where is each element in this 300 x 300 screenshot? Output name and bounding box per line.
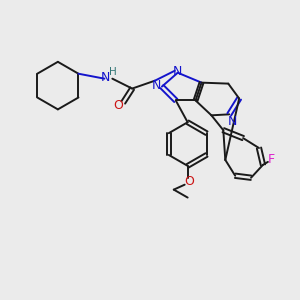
Text: H: H [110,67,117,77]
Text: F: F [267,153,274,167]
Text: N: N [101,71,110,84]
Text: O: O [113,99,123,112]
Text: N: N [227,115,237,128]
Text: N: N [173,65,182,78]
Text: O: O [185,175,195,188]
Text: N: N [151,79,160,92]
